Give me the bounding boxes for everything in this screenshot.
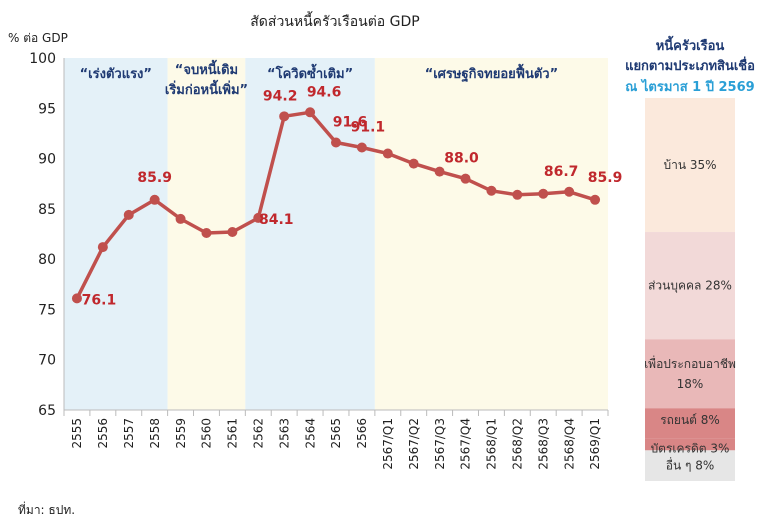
y-tick-label-3: 80 [38,252,56,268]
period-bands [64,58,608,410]
breakdown-label-2-line1: เพื่อประกอบอาชีพ [644,355,736,371]
x-tick-label-3: 2558 [148,418,162,449]
data-point-19 [564,186,575,197]
data-label-7: 88.0 [444,151,479,167]
x-tick-label-6: 2561 [226,418,240,449]
data-point-10 [331,137,341,148]
y-tick-label-1: 70 [38,353,56,369]
data-point-1 [97,242,108,253]
x-tick-label-4: 2559 [174,418,188,449]
y-tick-label-2: 75 [38,302,56,318]
breakdown-label-0: บ้าน 35% [663,158,716,172]
x-tick-label-14: 2567/Q3 [433,418,447,470]
x-tick-label-5: 2560 [200,418,214,449]
breakdown-label-2-line2: 18% [677,377,704,391]
x-tick-label-16: 2568/Q1 [485,418,499,470]
data-label-3: 94.2 [263,88,298,104]
breakdown-segment-0 [645,98,735,233]
x-tick-label-0: 2555 [70,418,84,449]
data-label-6: 91.1 [351,120,386,136]
y-tick-label-5: 90 [38,152,56,168]
data-point-18 [538,188,549,199]
x-tick-label-8: 2563 [277,418,291,449]
data-label-9: 85.9 [588,170,623,186]
axes: 65 70 75 80 85 90 95 100 2555 2556 2557 2558 2559 256… [29,51,609,470]
breakdown-label-3: รถยนต์ 8% [660,413,720,427]
breakdown-title-line1: หนี้ครัวเรือน [656,35,725,54]
period-band-3 [374,58,608,410]
data-point-14 [434,166,445,177]
period-label-2: “โควิดซ้ำเติม” [267,63,353,82]
data-point-0 [71,293,82,304]
x-tick-label-12: 2567/Q1 [381,418,395,470]
data-point-11 [356,142,367,153]
breakdown-segment-2 [645,339,735,409]
breakdown-label-1: ส่วนบุคคล 28% [648,279,732,294]
data-point-9 [305,107,316,118]
data-point-15 [460,173,471,184]
period-labels: “เร่งตัวแรง” “จบหนี้เดิมเริ่มก่อหนี้เพิ่ม… [80,59,559,98]
source-note: ที่มา: ธปท. [18,501,75,517]
period-label-3: “เศรษฐกิจทยอยฟื้นตัว” [425,63,558,83]
y-axis-label: % ต่อ GDP [8,31,68,45]
x-tick-label-1: 2556 [96,418,110,449]
breakdown-label-4: บัตรเครดิต 3% [651,441,730,455]
x-tick-label-7: 2562 [251,418,265,449]
data-point-2 [123,209,134,220]
x-tick-label-11: 2566 [355,418,369,449]
breakdown-segment-5 [645,450,735,481]
data-label-0: 76.1 [82,292,117,308]
series-line [71,107,601,304]
x-tick-label-9: 2564 [303,418,317,449]
data-point-4 [175,213,186,224]
period-label-1-line2: เริ่มก่อหนี้เพิ่ม” [165,79,248,98]
data-point-7 [253,212,264,223]
breakdown-segment-1 [645,232,735,340]
data-point-16 [486,185,497,196]
breakdown-title-line2: แยกตามประเภทสินเชื่อ [625,56,755,74]
x-tick-label-15: 2567/Q4 [459,418,473,470]
x-tick-label-20: 2569/Q1 [588,418,602,470]
x-tick-label-10: 2565 [329,418,343,449]
data-point-20 [590,194,601,205]
data-point-8 [279,111,290,122]
data-point-12 [382,148,393,159]
x-tick-label-17: 2568/Q2 [511,418,525,470]
data-labels: 76.1 85.9 84.1 94.2 94.6 91.691.1 88.0 86.7 85.9 [82,84,623,308]
data-label-5: 91.6 [333,114,368,130]
y-tick-label-7: 100 [29,51,56,67]
x-tick-label-13: 2567/Q2 [407,418,421,470]
period-label-0: “เร่งตัวแรง” [80,67,152,82]
breakdown-bar: บ้าน 35% ส่วนบุคคล 28% เพื่อประกอบอาชีพ 18%… [644,98,736,481]
data-point-6 [227,226,238,237]
data-point-17 [512,189,523,200]
data-label-2: 84.1 [259,212,294,228]
y-tick-label-4: 85 [38,202,56,218]
x-tick-label-2: 2557 [122,418,136,449]
period-band-0 [64,58,168,410]
data-point-3 [149,194,160,205]
data-label-1: 85.9 [137,170,172,186]
breakdown-segment-4 [645,438,735,451]
breakdown-label-5: อื่น ๆ 8% [666,457,715,473]
breakdown-segment-3 [645,408,735,439]
x-tick-label-18: 2568/Q3 [536,418,550,470]
breakdown-subtitle: ณ ไตรมาส 1 ปี 2569 [625,78,754,95]
data-label-8: 86.7 [544,164,579,180]
period-label-1-line1: “จบหนี้เดิม [175,59,238,78]
chart-title: สัดส่วนหนี้ครัวเรือนต่อ GDP [250,11,419,30]
data-point-13 [408,158,419,169]
data-point-5 [201,227,212,238]
y-tick-label-6: 95 [38,101,56,117]
y-tick-label-0: 65 [38,403,56,419]
x-tick-label-19: 2568/Q4 [562,418,576,470]
data-label-4: 94.6 [307,84,342,100]
